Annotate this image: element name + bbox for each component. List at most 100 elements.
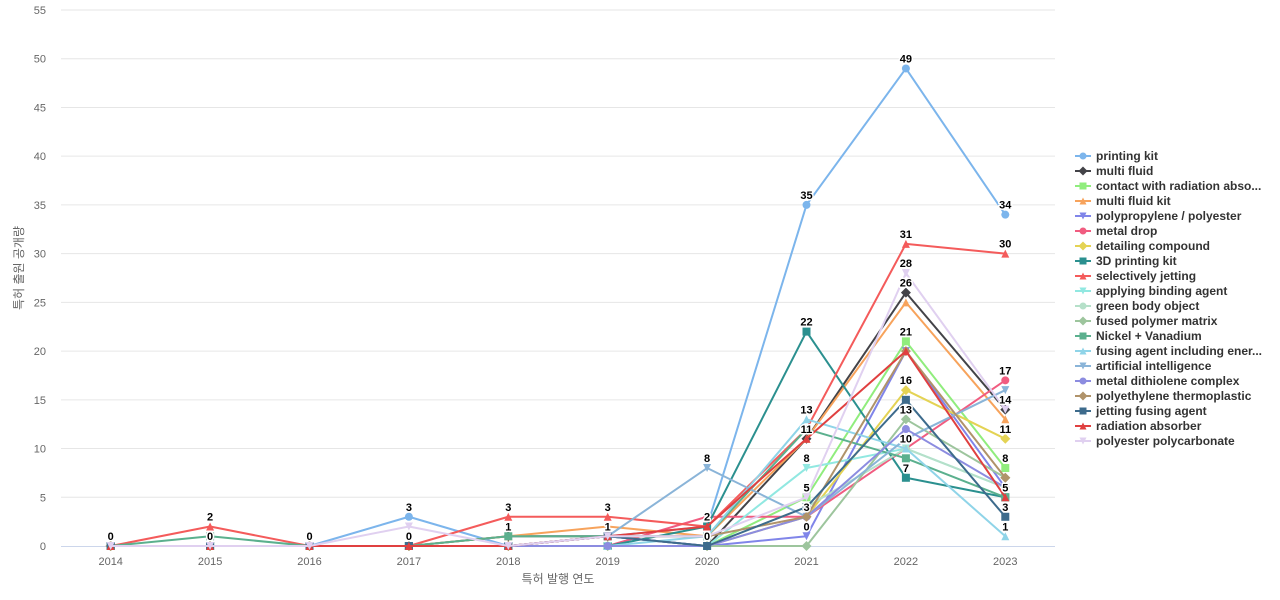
x-tick-label: 2018 bbox=[496, 556, 520, 568]
legend-item[interactable]: radiation absorber bbox=[1075, 419, 1202, 433]
legend-label: metal drop bbox=[1096, 224, 1157, 238]
legend-label: polypropylene / polyester bbox=[1096, 209, 1242, 223]
legend-item[interactable]: fused polymer matrix bbox=[1075, 314, 1218, 328]
data-point bbox=[305, 542, 314, 550]
y-tick-label: 20 bbox=[34, 346, 46, 358]
y-tick-label: 45 bbox=[34, 102, 46, 114]
data-point bbox=[802, 415, 811, 424]
data-point bbox=[901, 337, 910, 346]
data-label: 7 bbox=[903, 463, 909, 475]
legend-marker bbox=[1078, 316, 1088, 326]
series-lines bbox=[105, 64, 1011, 551]
legend-marker bbox=[1079, 437, 1087, 445]
data-point bbox=[901, 347, 910, 356]
data-label: 11 bbox=[801, 424, 813, 436]
x-tick-label: 2023 bbox=[993, 556, 1017, 568]
data-point bbox=[801, 511, 812, 522]
data-point bbox=[802, 200, 811, 209]
legend-item[interactable]: contact with radiation abso... bbox=[1075, 179, 1261, 193]
data-label: 3 bbox=[605, 502, 611, 514]
data-point bbox=[504, 512, 513, 521]
data-point bbox=[900, 414, 911, 425]
legend-item[interactable]: polyester polycarbonate bbox=[1075, 434, 1235, 448]
data-point bbox=[504, 542, 513, 550]
data-label: 3 bbox=[803, 502, 809, 514]
series-line bbox=[110, 340, 1007, 547]
data-point bbox=[504, 532, 513, 541]
data-point bbox=[802, 532, 811, 541]
legend-marker bbox=[1079, 347, 1087, 355]
series-selectively-jetting bbox=[106, 239, 1010, 550]
data-point bbox=[1001, 405, 1010, 414]
y-tick-label: 25 bbox=[34, 297, 46, 309]
legend-item[interactable]: multi fluid bbox=[1075, 164, 1153, 178]
legend-label: multi fluid kit bbox=[1096, 194, 1171, 208]
legend-marker bbox=[1079, 197, 1087, 205]
data-label: 8 bbox=[704, 453, 710, 465]
data-label: 11 bbox=[999, 424, 1011, 436]
data-label: 35 bbox=[800, 190, 812, 202]
data-point bbox=[404, 522, 413, 531]
legend-item[interactable]: artificial intelligence bbox=[1075, 359, 1212, 373]
legend-marker bbox=[1079, 182, 1087, 190]
data-point bbox=[206, 532, 215, 541]
data-label: 0 bbox=[207, 531, 213, 543]
data-label: 0 bbox=[704, 531, 710, 543]
legend-label: green body object bbox=[1096, 299, 1199, 313]
legend-marker bbox=[1079, 257, 1087, 265]
data-label: 14 bbox=[999, 395, 1012, 407]
legend-marker bbox=[1079, 212, 1087, 220]
data-point bbox=[206, 542, 215, 550]
data-point bbox=[901, 434, 910, 443]
legend-item[interactable]: 3D printing kit bbox=[1075, 254, 1177, 268]
legend-item[interactable]: applying binding agent bbox=[1075, 284, 1227, 298]
data-point bbox=[206, 522, 215, 531]
legend-item[interactable]: printing kit bbox=[1075, 149, 1158, 163]
data-point bbox=[1001, 386, 1010, 395]
legend-label: selectively jetting bbox=[1096, 269, 1196, 283]
data-point bbox=[1000, 433, 1011, 444]
x-tick-label: 2020 bbox=[695, 556, 719, 568]
data-point bbox=[603, 532, 612, 541]
data-point bbox=[901, 239, 910, 248]
data-label: 21 bbox=[900, 326, 912, 338]
data-point bbox=[703, 464, 712, 473]
data-point bbox=[901, 269, 910, 278]
data-label: 0 bbox=[406, 531, 412, 543]
data-label: 2 bbox=[704, 512, 710, 524]
legend-marker bbox=[1079, 272, 1087, 280]
data-label: 2 bbox=[207, 512, 213, 524]
legend-label: Nickel + Vanadium bbox=[1096, 329, 1202, 343]
series-line bbox=[110, 272, 1007, 547]
legend-item[interactable]: green body object bbox=[1075, 299, 1199, 313]
series-multi-fluid bbox=[105, 287, 1011, 551]
legend-item[interactable]: metal dithiolene complex bbox=[1075, 374, 1240, 388]
legend-item[interactable]: metal drop bbox=[1075, 224, 1157, 238]
series-printing-kit bbox=[106, 64, 1010, 550]
legend-marker bbox=[1079, 287, 1087, 295]
data-label: 22 bbox=[800, 317, 812, 329]
y-tick-label: 50 bbox=[34, 54, 46, 66]
legend-item[interactable]: detailing compound bbox=[1075, 239, 1210, 253]
legend-marker bbox=[1079, 227, 1087, 235]
data-label: 1 bbox=[505, 521, 511, 533]
data-point bbox=[703, 532, 712, 541]
y-tick-label: 0 bbox=[40, 541, 46, 553]
legend-label: fused polymer matrix bbox=[1096, 314, 1218, 328]
legend-item[interactable]: polyethylene thermoplastic bbox=[1075, 389, 1252, 403]
data-point bbox=[802, 464, 811, 473]
legend-item[interactable]: multi fluid kit bbox=[1075, 194, 1171, 208]
data-point bbox=[404, 512, 413, 521]
legend-item[interactable]: Nickel + Vanadium bbox=[1075, 329, 1202, 343]
legend-item[interactable]: polypropylene / polyester bbox=[1075, 209, 1242, 223]
legend-item[interactable]: jetting fusing agent bbox=[1075, 404, 1207, 418]
legend-label: jetting fusing agent bbox=[1095, 404, 1207, 418]
data-point bbox=[703, 522, 712, 531]
legend-item[interactable]: selectively jetting bbox=[1075, 269, 1196, 283]
data-label: 3 bbox=[406, 502, 412, 514]
legend-marker bbox=[1079, 377, 1087, 385]
data-point bbox=[802, 503, 811, 512]
legend-marker bbox=[1079, 152, 1087, 160]
legend-item[interactable]: fusing agent including ener... bbox=[1075, 344, 1262, 358]
data-point bbox=[901, 473, 910, 482]
